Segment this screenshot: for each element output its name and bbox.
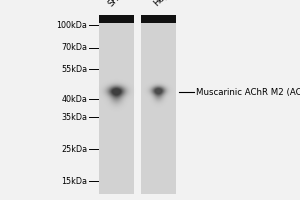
Bar	[99, 23, 134, 194]
Text: 40kDa: 40kDa	[61, 95, 87, 104]
Text: 25kDa: 25kDa	[61, 144, 87, 154]
Text: 70kDa: 70kDa	[61, 44, 87, 52]
Bar	[141, 23, 176, 194]
Text: HepG2: HepG2	[152, 0, 178, 8]
Bar	[141, 15, 176, 23]
Text: 15kDa: 15kDa	[61, 176, 87, 186]
Text: 100kDa: 100kDa	[56, 21, 87, 29]
Text: SH-SY5Y: SH-SY5Y	[106, 0, 138, 8]
Text: 35kDa: 35kDa	[61, 112, 87, 121]
Bar	[134, 15, 141, 194]
Text: 55kDa: 55kDa	[61, 64, 87, 73]
Text: Muscarinic AChR M2 (ACM2): Muscarinic AChR M2 (ACM2)	[196, 88, 300, 97]
Bar	[99, 15, 134, 23]
